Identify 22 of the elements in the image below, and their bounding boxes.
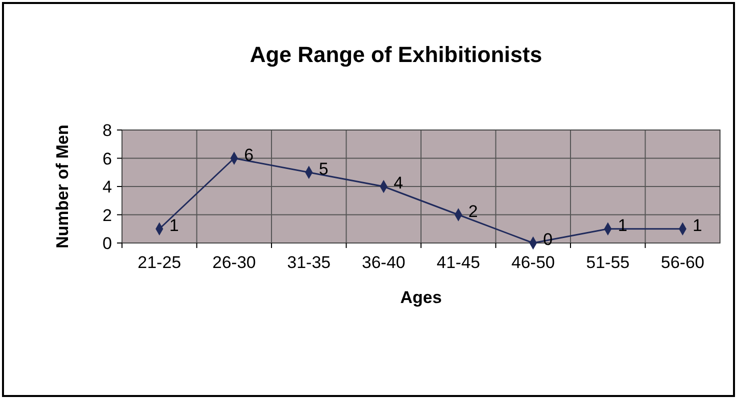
data-label: 4 (394, 174, 404, 192)
data-label: 1 (692, 216, 702, 235)
y-axis-title: Number of Men (53, 124, 72, 248)
x-tick-label: 36-40 (362, 253, 406, 272)
chart-title: Age Range of Exhibitionists (250, 42, 542, 67)
data-label: 5 (318, 159, 328, 178)
x-tick-label: 21-25 (138, 253, 182, 272)
y-tick-label: 4 (102, 178, 112, 196)
x-axis-title: Ages (400, 288, 442, 307)
x-tick-label: 56-60 (660, 253, 704, 272)
y-tick-label: 2 (102, 206, 112, 225)
x-tick-label: 41-45 (436, 253, 480, 272)
data-label: 2 (468, 202, 478, 221)
x-tick-label: 46-50 (511, 253, 555, 272)
x-tick-label: 26-30 (212, 253, 256, 272)
x-tick-label: 31-35 (287, 253, 331, 272)
x-tick-label: 51-55 (586, 253, 630, 272)
data-label: 6 (244, 145, 254, 164)
data-label: 1 (169, 216, 179, 235)
y-tick-label: 0 (102, 234, 112, 253)
y-tick-label: 6 (102, 149, 112, 168)
y-tick-label: 8 (102, 121, 112, 140)
